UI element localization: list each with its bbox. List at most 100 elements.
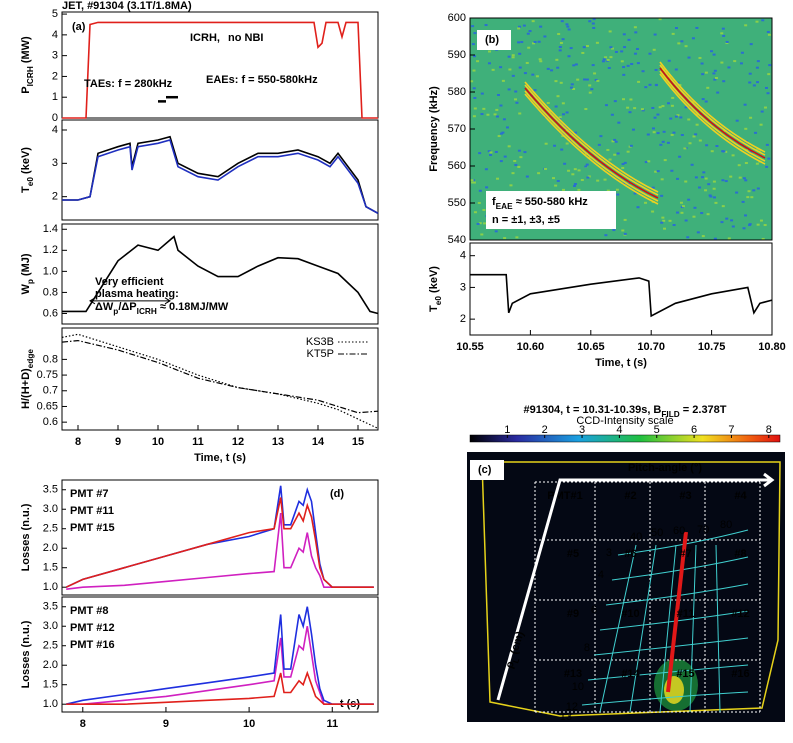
noise xyxy=(739,62,743,65)
noise xyxy=(591,22,595,25)
cell-label: #5 xyxy=(567,548,579,560)
x-axis-label-part: Pitch-angle (°) xyxy=(628,462,702,474)
noise xyxy=(613,153,617,156)
noise xyxy=(740,51,744,54)
noise xyxy=(716,91,720,94)
pitch-label: 50 xyxy=(651,527,663,539)
noise xyxy=(554,105,558,108)
noise xyxy=(644,201,648,204)
noise xyxy=(735,119,739,122)
noise xyxy=(692,135,696,138)
cell-label: PMT#1 xyxy=(547,490,582,502)
noise xyxy=(577,169,581,172)
series-line xyxy=(66,670,374,705)
noise xyxy=(704,189,708,192)
noise xyxy=(604,234,608,237)
noise xyxy=(698,139,702,142)
noise xyxy=(622,66,626,69)
y-axis-label: Te0 (keV) xyxy=(428,266,443,312)
noise xyxy=(559,41,563,44)
y-tick-label: 2.5 xyxy=(43,640,58,652)
colorbar-tick-label: 4 xyxy=(616,424,622,436)
noise xyxy=(633,26,637,29)
noise xyxy=(676,177,680,180)
noise xyxy=(690,163,694,166)
noise xyxy=(561,113,565,116)
noise xyxy=(565,142,569,145)
plot-frame xyxy=(61,11,379,119)
noise xyxy=(623,218,627,221)
noise xyxy=(515,101,519,104)
label-box xyxy=(470,460,504,480)
noise xyxy=(511,56,515,59)
noise xyxy=(499,104,503,107)
noise xyxy=(552,177,556,180)
annotation: plasma heating: xyxy=(95,288,179,300)
y-tick-label: 3.0 xyxy=(43,503,58,515)
noise xyxy=(560,148,564,151)
panel-title-part: = 2.378T xyxy=(680,404,727,416)
noise xyxy=(482,208,486,211)
legend-label: PMT #7 xyxy=(70,488,109,500)
panel-title-part: #91304, t = 10.31-10.39s, B xyxy=(523,404,661,416)
noise xyxy=(701,176,705,179)
annotation: TAEs: f = 280kHz xyxy=(84,78,173,90)
y-tick-label: 600 xyxy=(448,12,466,24)
noise xyxy=(756,187,760,190)
noise xyxy=(601,60,605,63)
noise xyxy=(489,153,493,156)
noise xyxy=(744,179,748,182)
annotation-part: n = ±1, ±3, ±5 xyxy=(492,214,560,226)
noise xyxy=(596,179,600,182)
noise xyxy=(580,179,584,182)
series-line xyxy=(61,333,379,429)
colorbar xyxy=(469,434,781,443)
noise xyxy=(654,68,658,71)
noise xyxy=(765,143,769,146)
series-line xyxy=(62,135,379,215)
noise xyxy=(694,133,698,136)
noise xyxy=(582,46,586,49)
noise xyxy=(572,64,576,67)
noise xyxy=(749,43,753,46)
y-axis-label: Wp (MJ) xyxy=(20,253,35,294)
cell-label: #3 xyxy=(679,490,691,502)
noise xyxy=(515,236,519,239)
noise xyxy=(499,66,503,69)
noise xyxy=(737,164,741,167)
series-line xyxy=(66,626,374,705)
noise xyxy=(483,222,487,225)
radius-label: 3 xyxy=(606,547,612,559)
noise xyxy=(533,89,537,92)
plot-frame xyxy=(61,327,379,431)
noise xyxy=(663,227,667,230)
y-tick-label: 3.0 xyxy=(43,620,58,632)
noise xyxy=(670,133,674,136)
noise xyxy=(669,117,673,120)
cell-label: #8 xyxy=(734,548,746,560)
noise xyxy=(712,180,716,183)
noise xyxy=(591,64,595,67)
noise xyxy=(567,169,571,172)
y-axis-label: H/(H+D)edge xyxy=(20,349,35,409)
noise xyxy=(531,73,535,76)
noise xyxy=(616,152,620,155)
noise xyxy=(767,157,771,160)
noise xyxy=(680,40,684,43)
noise xyxy=(671,96,675,99)
noise xyxy=(561,102,565,105)
noise xyxy=(636,62,640,65)
noise xyxy=(622,33,626,36)
noise xyxy=(501,131,505,134)
x-tick-label: 10.65 xyxy=(577,341,605,353)
noise xyxy=(513,160,517,163)
x-tick-label: 9 xyxy=(163,718,169,730)
plot-frame xyxy=(469,242,773,336)
scintillator-outline xyxy=(481,461,781,717)
noise xyxy=(508,68,512,71)
noise xyxy=(686,236,690,239)
noise xyxy=(744,127,748,130)
annotation-part: ΔW xyxy=(95,301,114,313)
noise xyxy=(567,28,571,31)
noise xyxy=(526,32,530,35)
